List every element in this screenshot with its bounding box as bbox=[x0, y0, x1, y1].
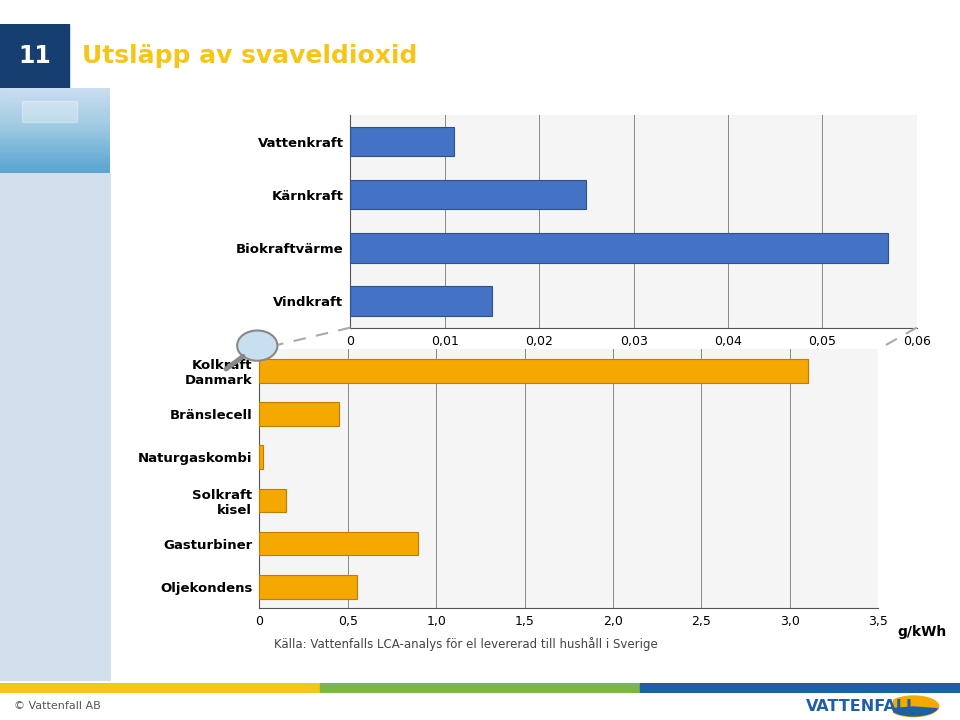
Bar bbox=[0, 109, 110, 111]
Bar bbox=[0, 151, 110, 153]
Bar bbox=[0, 171, 110, 173]
Bar bbox=[0, 153, 110, 156]
Bar bbox=[0, 122, 110, 124]
Bar bbox=[259, 488, 286, 513]
Bar bbox=[22, 101, 77, 122]
Bar bbox=[640, 683, 960, 693]
Wedge shape bbox=[889, 706, 938, 716]
Text: Källa: Vattenfalls LCA-analys för el levererad till hushåll i Sverige: Källa: Vattenfalls LCA-analys för el lev… bbox=[274, 637, 658, 651]
Bar bbox=[0, 156, 110, 158]
Bar bbox=[320, 683, 640, 693]
Bar bbox=[0, 126, 110, 128]
Bar bbox=[0, 105, 110, 107]
Bar bbox=[0, 115, 110, 117]
Bar bbox=[259, 531, 419, 556]
Bar bbox=[0, 160, 110, 162]
Bar bbox=[0, 130, 110, 132]
Text: Utsläpp av svaveldioxid: Utsläpp av svaveldioxid bbox=[82, 44, 417, 68]
Bar bbox=[350, 127, 454, 156]
Text: 11: 11 bbox=[18, 44, 51, 68]
Bar bbox=[350, 180, 587, 210]
Text: VATTENFALL: VATTENFALL bbox=[806, 699, 918, 714]
Bar bbox=[0, 88, 110, 90]
Bar bbox=[0, 124, 110, 126]
Circle shape bbox=[237, 330, 277, 361]
Bar bbox=[0, 148, 110, 150]
Bar bbox=[0, 96, 110, 99]
Bar bbox=[0, 111, 110, 113]
Bar bbox=[0, 113, 110, 115]
Bar bbox=[0, 150, 110, 151]
Bar bbox=[259, 575, 356, 599]
Bar bbox=[259, 359, 807, 383]
Bar bbox=[0, 94, 110, 96]
Bar bbox=[0, 143, 110, 145]
Bar bbox=[0, 166, 110, 168]
Circle shape bbox=[889, 696, 939, 716]
Bar bbox=[0, 164, 110, 166]
Bar bbox=[0, 137, 110, 139]
Bar bbox=[0, 135, 110, 137]
Bar bbox=[0, 158, 110, 160]
Bar bbox=[0, 683, 320, 693]
Bar bbox=[0, 101, 110, 103]
Bar bbox=[0, 141, 110, 143]
Bar bbox=[0, 145, 110, 148]
Bar bbox=[0, 168, 110, 171]
Bar bbox=[0, 139, 110, 141]
Bar bbox=[0, 132, 110, 135]
Bar bbox=[0, 99, 110, 101]
Text: g/kWh: g/kWh bbox=[897, 625, 947, 639]
Bar bbox=[0, 117, 110, 120]
Bar bbox=[350, 287, 492, 315]
Bar bbox=[0, 24, 69, 88]
Bar bbox=[259, 445, 263, 469]
Bar bbox=[0, 103, 110, 105]
Bar bbox=[350, 233, 889, 263]
Bar bbox=[259, 402, 339, 426]
Bar bbox=[0, 128, 110, 130]
Bar bbox=[0, 162, 110, 164]
Bar bbox=[0, 120, 110, 122]
Bar bbox=[0, 92, 110, 94]
Text: © Vattenfall AB: © Vattenfall AB bbox=[14, 701, 101, 711]
Bar bbox=[0, 90, 110, 92]
Bar bbox=[0, 107, 110, 109]
